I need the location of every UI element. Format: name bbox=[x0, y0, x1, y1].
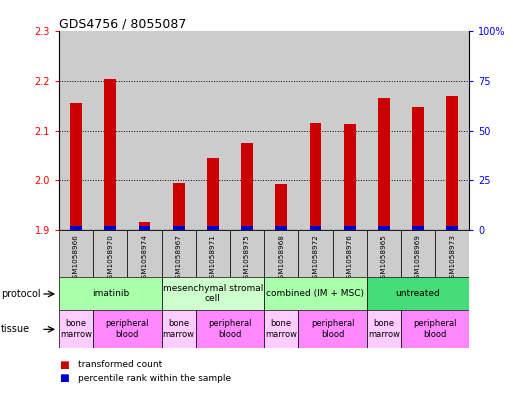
Bar bbox=[412, 107, 424, 230]
Text: GSM1058968: GSM1058968 bbox=[278, 234, 284, 283]
Text: GDS4756 / 8055087: GDS4756 / 8055087 bbox=[59, 17, 186, 30]
Bar bbox=[401, 31, 435, 230]
Bar bbox=[70, 226, 82, 230]
Text: imatinib: imatinib bbox=[92, 289, 129, 298]
Text: bone
marrow: bone marrow bbox=[60, 320, 92, 339]
Bar bbox=[241, 226, 253, 230]
Bar bbox=[93, 230, 127, 277]
Text: peripheral
blood: peripheral blood bbox=[208, 320, 252, 339]
Bar bbox=[70, 103, 82, 230]
Text: ■: ■ bbox=[59, 373, 69, 383]
Bar bbox=[162, 277, 264, 310]
Bar bbox=[241, 143, 253, 230]
Bar bbox=[299, 230, 332, 277]
Bar bbox=[435, 230, 469, 277]
Bar bbox=[173, 183, 185, 230]
Bar bbox=[207, 226, 219, 230]
Text: peripheral
blood: peripheral blood bbox=[413, 320, 457, 339]
Text: GSM1058969: GSM1058969 bbox=[415, 234, 421, 283]
Bar bbox=[196, 31, 230, 230]
Bar bbox=[173, 226, 185, 230]
Text: protocol: protocol bbox=[1, 289, 41, 299]
Bar bbox=[275, 184, 287, 230]
Text: GSM1058966: GSM1058966 bbox=[73, 234, 79, 283]
Text: bone
marrow: bone marrow bbox=[265, 320, 298, 339]
Bar bbox=[367, 230, 401, 277]
Bar bbox=[299, 31, 332, 230]
Text: GSM1058973: GSM1058973 bbox=[449, 234, 456, 283]
Text: untreated: untreated bbox=[396, 289, 441, 298]
Bar bbox=[162, 31, 196, 230]
Bar bbox=[59, 230, 93, 277]
Bar bbox=[446, 96, 458, 230]
Bar bbox=[127, 31, 162, 230]
Text: GSM1058972: GSM1058972 bbox=[312, 234, 319, 283]
Bar bbox=[332, 230, 367, 277]
Bar bbox=[127, 230, 162, 277]
Bar bbox=[367, 277, 469, 310]
Text: GSM1058970: GSM1058970 bbox=[107, 234, 113, 283]
Text: peripheral
blood: peripheral blood bbox=[311, 320, 354, 339]
Text: transformed count: transformed count bbox=[78, 360, 163, 369]
Bar bbox=[139, 222, 150, 230]
Bar bbox=[230, 230, 264, 277]
Bar bbox=[162, 310, 196, 348]
Bar bbox=[367, 31, 401, 230]
Bar bbox=[309, 123, 322, 230]
Bar bbox=[196, 230, 230, 277]
Bar bbox=[264, 277, 367, 310]
Text: GSM1058974: GSM1058974 bbox=[142, 234, 148, 283]
Bar bbox=[344, 226, 356, 230]
Bar bbox=[59, 31, 93, 230]
Bar bbox=[446, 226, 458, 230]
Bar bbox=[93, 310, 162, 348]
Text: tissue: tissue bbox=[1, 324, 30, 334]
Text: bone
marrow: bone marrow bbox=[368, 320, 400, 339]
Bar bbox=[207, 158, 219, 230]
Bar bbox=[59, 277, 162, 310]
Text: percentile rank within the sample: percentile rank within the sample bbox=[78, 374, 231, 382]
Text: GSM1058975: GSM1058975 bbox=[244, 234, 250, 283]
Bar bbox=[139, 226, 150, 230]
Bar bbox=[309, 226, 322, 230]
Bar bbox=[378, 98, 390, 230]
Bar bbox=[401, 310, 469, 348]
Bar bbox=[196, 310, 264, 348]
Text: GSM1058971: GSM1058971 bbox=[210, 234, 216, 283]
Bar bbox=[162, 230, 196, 277]
Bar bbox=[299, 310, 367, 348]
Text: ■: ■ bbox=[59, 360, 69, 370]
Bar bbox=[367, 310, 401, 348]
Text: bone
marrow: bone marrow bbox=[163, 320, 195, 339]
Bar bbox=[378, 226, 390, 230]
Bar bbox=[104, 79, 116, 230]
Text: GSM1058976: GSM1058976 bbox=[347, 234, 353, 283]
Text: mesenchymal stromal
cell: mesenchymal stromal cell bbox=[163, 284, 263, 303]
Text: GSM1058965: GSM1058965 bbox=[381, 234, 387, 283]
Bar bbox=[230, 31, 264, 230]
Text: combined (IM + MSC): combined (IM + MSC) bbox=[266, 289, 365, 298]
Bar bbox=[104, 226, 116, 230]
Bar bbox=[275, 226, 287, 230]
Bar bbox=[401, 230, 435, 277]
Bar bbox=[435, 31, 469, 230]
Bar bbox=[59, 310, 93, 348]
Bar bbox=[332, 31, 367, 230]
Bar bbox=[264, 310, 299, 348]
Text: peripheral
blood: peripheral blood bbox=[106, 320, 149, 339]
Bar bbox=[264, 230, 299, 277]
Bar bbox=[412, 226, 424, 230]
Text: GSM1058967: GSM1058967 bbox=[175, 234, 182, 283]
Bar bbox=[344, 124, 356, 230]
Bar bbox=[264, 31, 299, 230]
Bar bbox=[93, 31, 127, 230]
